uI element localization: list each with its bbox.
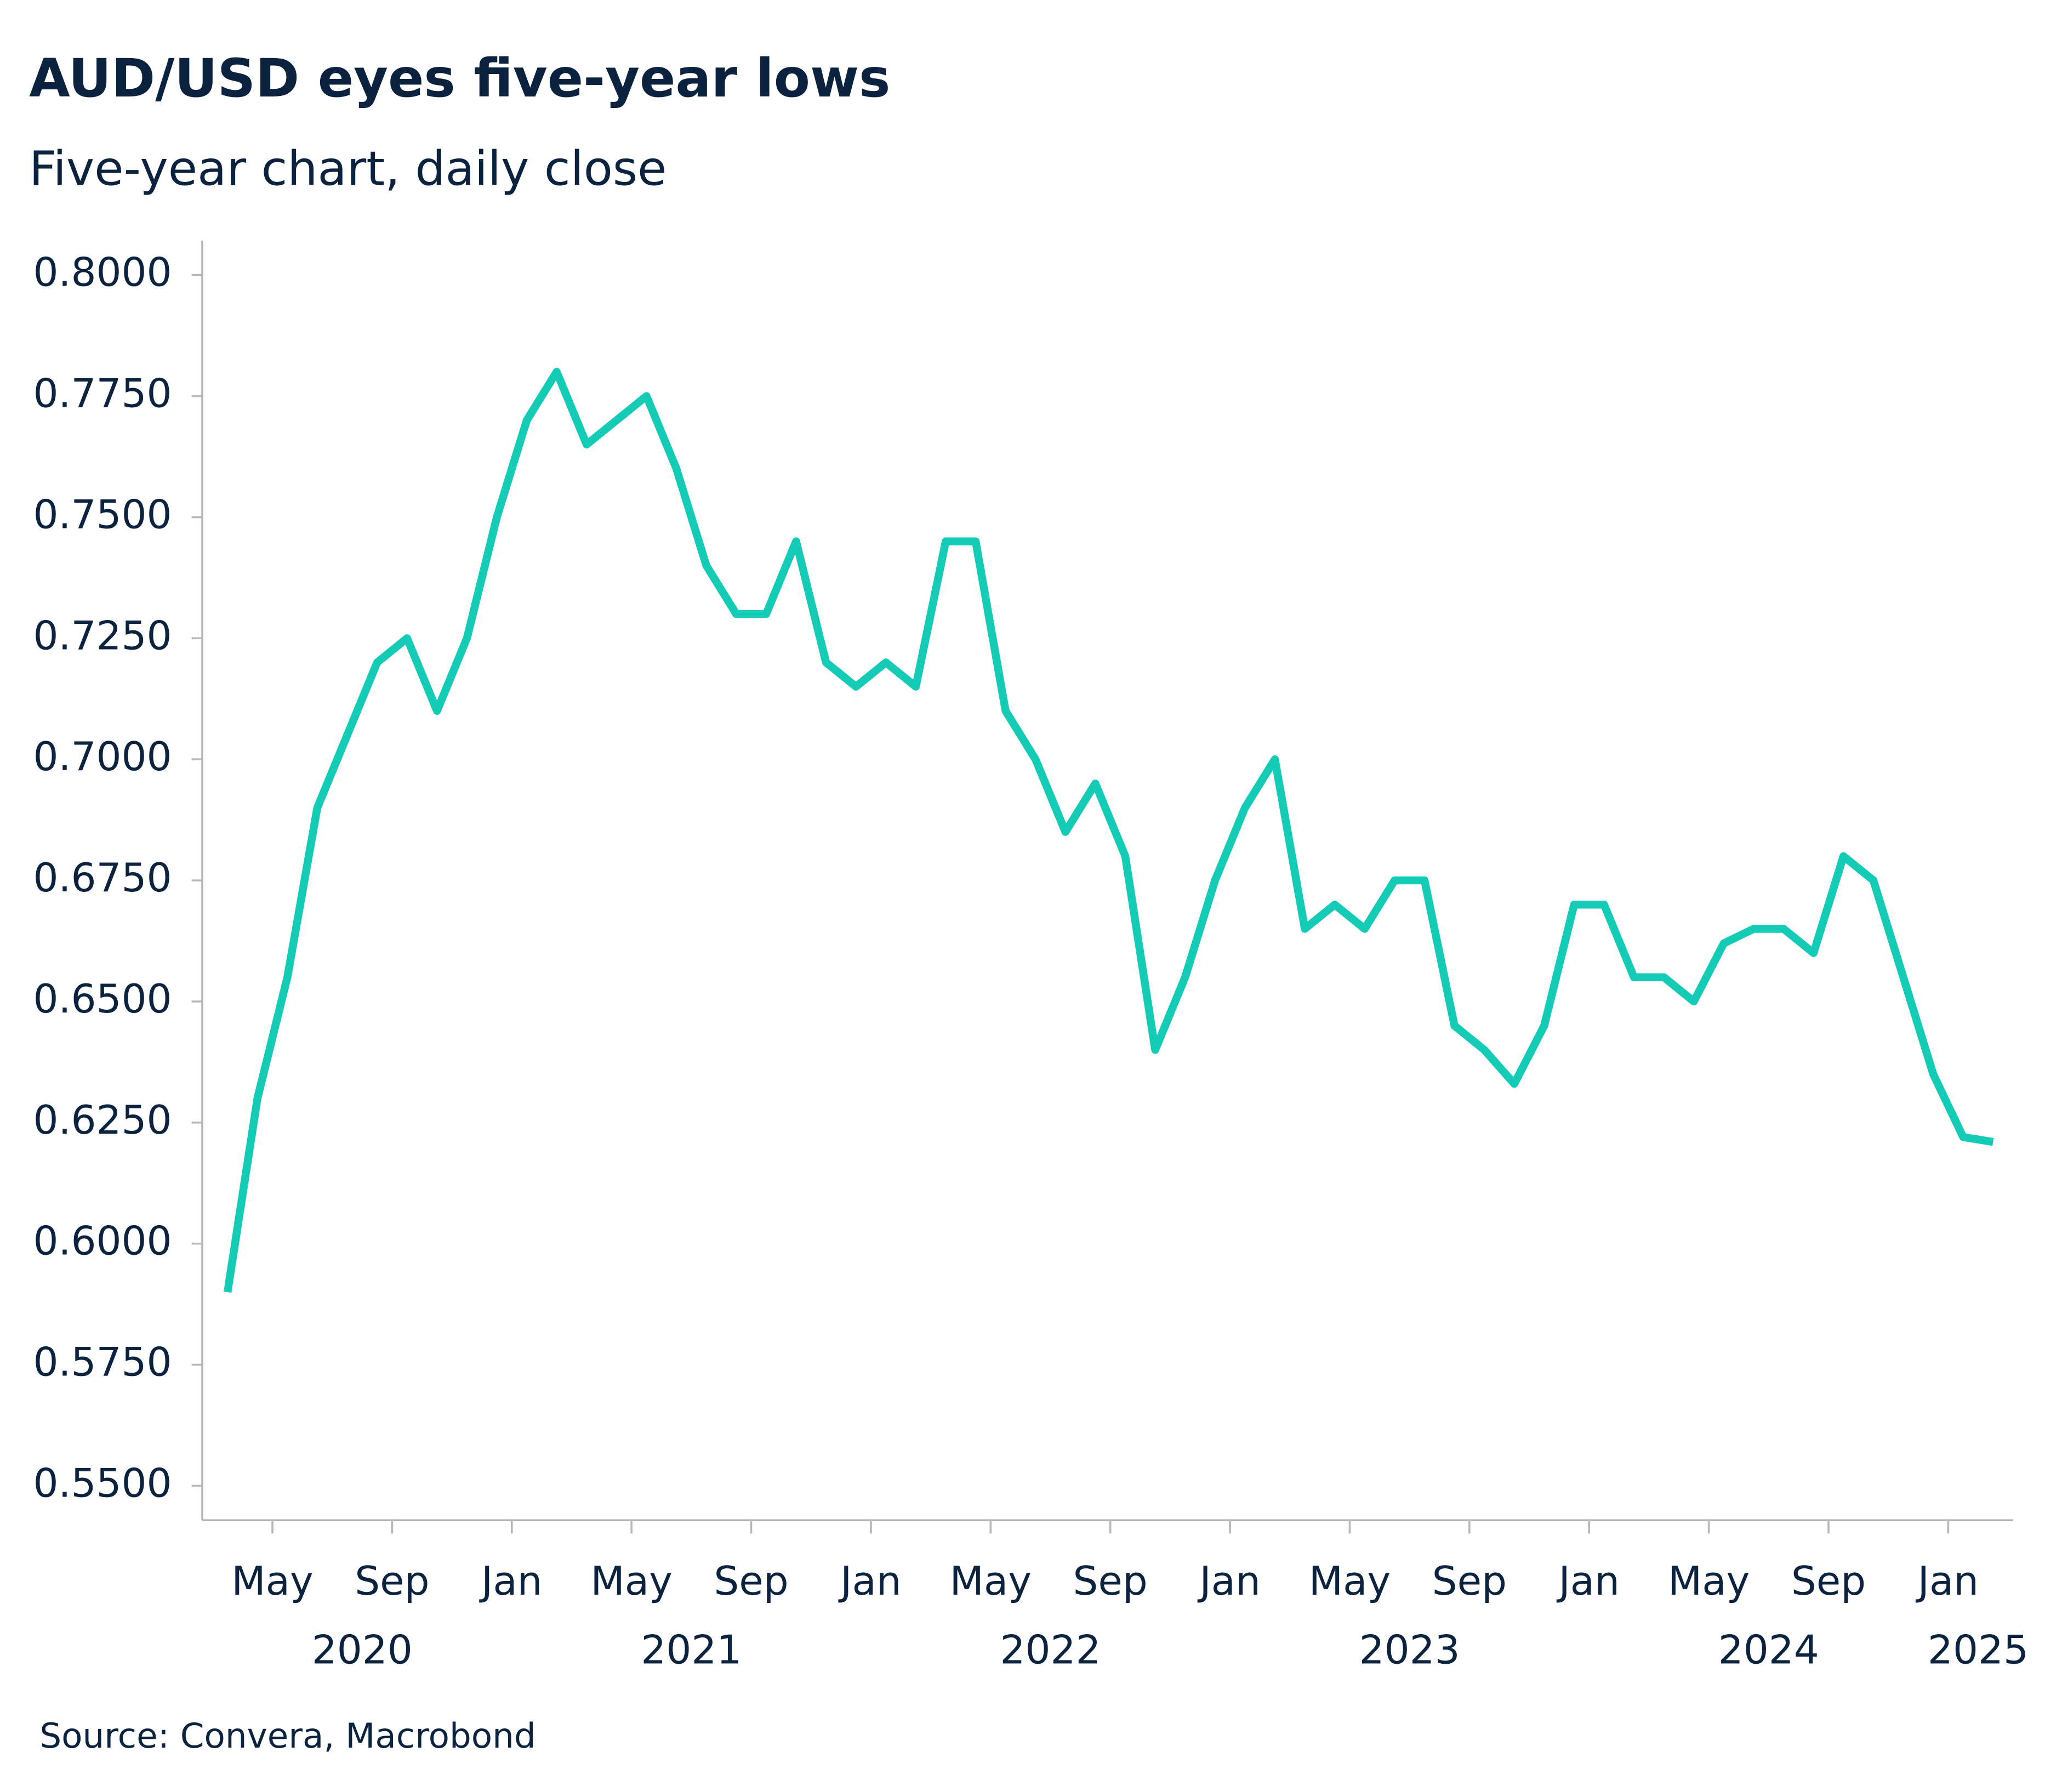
y-tick-label: 0.6500 <box>33 976 172 1022</box>
x-year-label: 2023 <box>1359 1627 1460 1673</box>
x-tick-label: Sep <box>714 1558 788 1605</box>
x-tick-label: Sep <box>355 1558 429 1605</box>
x-tick-label: May <box>950 1558 1032 1605</box>
x-year-label: 2024 <box>1718 1627 1819 1673</box>
x-tick-label: Sep <box>1791 1558 1866 1605</box>
data-line <box>223 368 1994 1293</box>
x-year-label: 2022 <box>1000 1627 1101 1673</box>
x-tick-label: Jan <box>479 1558 543 1605</box>
x-year-label: 2020 <box>312 1627 413 1673</box>
x-tick-label: May <box>1309 1558 1391 1605</box>
x-tick-label: Jan <box>1197 1558 1261 1605</box>
x-tick-label: Sep <box>1432 1558 1507 1605</box>
y-tick-label: 0.7500 <box>33 492 172 538</box>
y-tick-label: 0.6000 <box>33 1219 172 1265</box>
y-tick-label: 0.5750 <box>33 1340 172 1386</box>
x-tick-label: Jan <box>1556 1558 1619 1605</box>
x-tick-label: Jan <box>1916 1558 1979 1605</box>
x-tick-label: Jan <box>838 1558 902 1605</box>
y-tick-label: 0.7250 <box>33 613 172 659</box>
y-tick-label: 0.5500 <box>33 1460 172 1506</box>
x-tick-label: May <box>1668 1558 1750 1605</box>
chart-subtitle: Five-year chart, daily close <box>29 141 667 196</box>
y-tick-label: 0.6750 <box>33 855 172 901</box>
x-tick-label: Sep <box>1073 1558 1148 1605</box>
x-year-label: 2021 <box>641 1627 742 1673</box>
source-note: Source: Convera, Macrobond <box>39 1716 536 1756</box>
x-year-label: 2025 <box>1928 1627 2029 1673</box>
y-tick-label: 0.6250 <box>33 1097 172 1144</box>
x-tick-label: May <box>590 1558 673 1605</box>
y-tick-label: 0.7000 <box>33 734 172 780</box>
y-tick-label: 0.7750 <box>33 371 172 417</box>
x-tick-label: May <box>231 1558 314 1605</box>
y-tick-label: 0.8000 <box>33 250 172 296</box>
chart-title: AUD/USD eyes five-year lows <box>29 47 890 109</box>
